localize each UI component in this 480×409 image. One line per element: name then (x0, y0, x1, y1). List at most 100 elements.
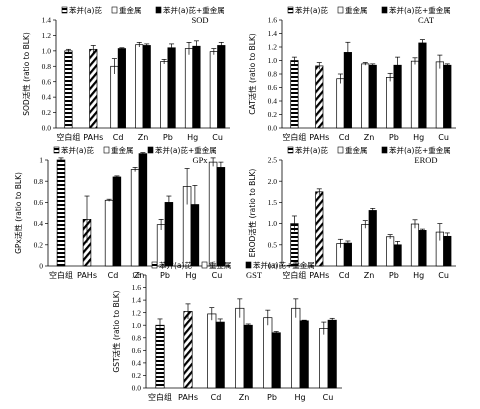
bar-bap-plus-heavy-metal (216, 167, 226, 267)
bar-heavy-metal (184, 48, 194, 129)
y-tick-label: 1.5 (268, 198, 278, 207)
legend-label: 重金属 (111, 145, 134, 155)
y-tick-label: 0 (39, 262, 43, 271)
legend-swatch (381, 6, 388, 14)
legend-swatch (201, 261, 208, 269)
bar-bap-plus-heavy-metal (299, 320, 309, 389)
legend-label: 苯并(a)芘 (61, 145, 94, 155)
y-tick-label: 1.4 (132, 296, 142, 305)
bar-pahs (315, 65, 324, 129)
bar-bap-plus-heavy-metal (271, 332, 281, 389)
bar-heavy-metal (319, 328, 329, 389)
y-tick-label: 0.8 (42, 62, 52, 71)
y-tick-label: 1.0 (42, 46, 52, 55)
category-label: Hg (413, 271, 424, 280)
bar-control (290, 60, 299, 129)
category-label: Cu (438, 271, 449, 280)
bar-heavy-metal (130, 169, 140, 267)
legend-swatch (287, 6, 294, 14)
panel-title: GST (246, 270, 263, 280)
bar-bap-plus-heavy-metal (393, 64, 402, 129)
bar-heavy-metal (336, 78, 345, 129)
category-label: Cu (438, 133, 449, 142)
bar-heavy-metal (361, 63, 370, 129)
legend-swatch (61, 6, 68, 14)
legend-swatch (287, 146, 294, 154)
bar-pahs (89, 48, 98, 129)
y-tick-label: 0.2 (268, 110, 278, 119)
category-label: 空白组 (49, 270, 73, 280)
panel-title: SOD (191, 15, 208, 25)
y-tick-label: 0.0 (268, 262, 278, 271)
y-tick-label: 0.4 (42, 93, 52, 102)
y-axis-label: EROD活性 (ratio to BLK) (247, 169, 257, 258)
bar-pahs (183, 311, 193, 389)
bar-bap-plus-heavy-metal (142, 45, 151, 129)
bar-control (64, 50, 73, 129)
category-label: PAHs (309, 133, 329, 142)
legend-label: 苯并(a)芘+重金属 (155, 145, 217, 155)
chart-panel-cat: 0.0 0.2 0.4 0.6 0.8 1.0 1.2 1.4 1.6 CAT活性 (ratio … (247, 5, 456, 142)
y-tick-label: 0.0 (132, 384, 142, 393)
category-label: Pb (389, 271, 399, 280)
panel-title: GPx (192, 155, 208, 165)
bar-bap-plus-heavy-metal (112, 176, 122, 267)
y-tick-label: 0.8 (132, 333, 142, 342)
bar-heavy-metal (209, 51, 218, 129)
category-label: Cd (339, 271, 350, 280)
y-tick-label: 1.0 (268, 56, 278, 65)
y-tick-label: 0.0 (42, 124, 52, 133)
y-tick-label: 1 (39, 156, 43, 165)
category-label: Hg (187, 133, 198, 142)
bar-heavy-metal (235, 307, 245, 389)
bar-bap-plus-heavy-metal (368, 210, 377, 267)
bar-bap-plus-heavy-metal (368, 64, 377, 129)
bar-heavy-metal (263, 317, 273, 389)
legend-swatch (103, 146, 110, 154)
category-label: PAHs (77, 271, 97, 280)
category-label: 空白组 (148, 392, 172, 402)
legend-swatch (53, 146, 60, 154)
y-axis-label: SOD活性 (ratio to BLK) (21, 32, 31, 116)
y-tick-label: 1.4 (42, 16, 52, 25)
chart-panel-sod: 0.0 0.2 0.4 0.6 0.8 1.0 1.2 1.4 SOD活性 (ratio to … (21, 5, 230, 142)
bar-heavy-metal (110, 65, 119, 129)
bar-heavy-metal (410, 60, 420, 129)
legend-label: 重金属 (345, 5, 368, 15)
y-tick-label: 0.6 (268, 83, 278, 92)
y-tick-label: 0.8 (268, 70, 278, 79)
category-label: Hg (185, 271, 196, 280)
y-tick-label: 0.4 (268, 97, 278, 106)
category-label: Pb (267, 393, 277, 402)
bar-heavy-metal (156, 224, 166, 267)
y-tick-label: 0.4 (132, 358, 142, 367)
category-label: 空白组 (282, 132, 306, 142)
bar-bap-plus-heavy-metal (217, 45, 226, 129)
y-tick-label: 1.2 (42, 31, 52, 40)
category-label: Hg (413, 133, 424, 142)
legend-swatch (155, 6, 162, 14)
category-label: Zn (364, 271, 375, 280)
category-label: Cu (212, 271, 223, 280)
legend-label: 重金属 (209, 260, 232, 270)
panel-title: CAT (418, 15, 435, 25)
bar-heavy-metal (208, 161, 218, 267)
bar-bap-plus-heavy-metal (443, 64, 452, 129)
category-label: Cd (108, 271, 119, 280)
legend-label: 苯并(a)芘+重金属 (389, 5, 451, 15)
category-label: Cd (113, 133, 124, 142)
category-label: Pb (163, 133, 173, 142)
bar-bap-plus-heavy-metal (343, 52, 352, 129)
category-label: Cd (339, 133, 350, 142)
y-tick-label: 1.2 (132, 308, 142, 317)
bar-bap-plus-heavy-metal (215, 321, 225, 389)
category-label: Zn (239, 393, 250, 402)
bar-bap-plus-heavy-metal (418, 230, 427, 267)
y-tick-label: 2.0 (268, 177, 278, 186)
category-label: Zn (138, 133, 149, 142)
bar-heavy-metal (386, 77, 395, 129)
category-label: Zn (134, 271, 145, 280)
legend-label: 苯并(a)芘+重金属 (253, 260, 315, 270)
category-label: 空白组 (282, 270, 306, 280)
